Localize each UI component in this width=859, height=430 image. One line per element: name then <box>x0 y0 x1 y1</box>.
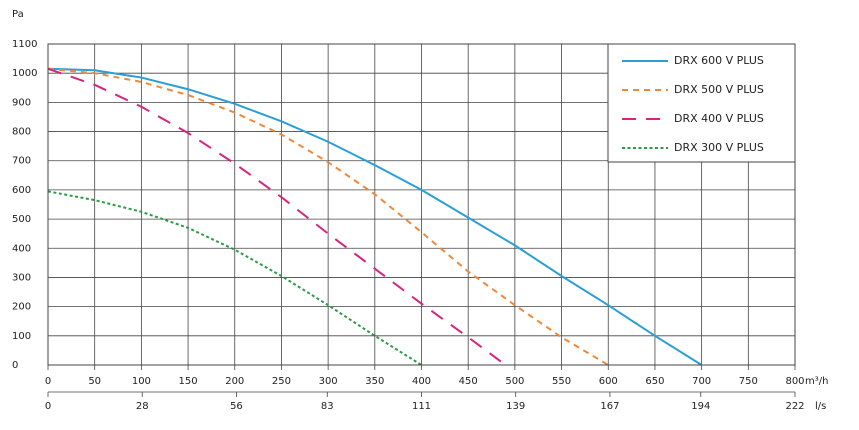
x-tick-label: 450 <box>459 376 478 387</box>
x2-axis-label: l/s <box>815 401 826 412</box>
x2-tick-label: 222 <box>785 401 804 412</box>
y-tick-label: 600 <box>12 185 31 196</box>
x2-tick-label: 28 <box>136 401 149 412</box>
x-tick-label: 400 <box>412 376 431 387</box>
series-line <box>47 67 609 366</box>
x-tick-label: 150 <box>179 376 198 387</box>
x2-tick-label: 194 <box>691 401 710 412</box>
y-tick-label: 0 <box>12 360 18 371</box>
x-tick-label: 100 <box>132 376 151 387</box>
x-tick-label: 250 <box>272 376 291 387</box>
x-tick-label: 600 <box>599 376 618 387</box>
x-tick-label: 550 <box>552 376 571 387</box>
legend-label: DRX 600 V PLUS <box>674 54 764 67</box>
series-line <box>47 190 423 366</box>
y-axis-label: Pa <box>12 9 24 20</box>
x-tick-label: 800 <box>785 376 804 387</box>
x2-tick-label: 83 <box>321 401 334 412</box>
plot-frame <box>47 43 796 366</box>
y-tick-label: 700 <box>12 156 31 167</box>
x2-tick-label: 0 <box>45 401 51 412</box>
x-tick-label: 700 <box>692 376 711 387</box>
legend-label: DRX 500 V PLUS <box>674 83 764 96</box>
y-tick-label: 400 <box>12 243 31 254</box>
legend-label: DRX 300 V PLUS <box>674 141 764 154</box>
legend-label: DRX 400 V PLUS <box>674 112 764 125</box>
y-tick-label: 100 <box>12 331 31 342</box>
x2-tick-label: 139 <box>506 401 525 412</box>
y-tick-label: 1100 <box>12 39 37 50</box>
y-tick-label: 900 <box>12 97 31 108</box>
x-tick-label: 200 <box>225 376 244 387</box>
x-tick-label: 50 <box>88 376 101 387</box>
legend-box <box>607 43 796 163</box>
series-line <box>47 67 507 366</box>
y-tick-label: 200 <box>12 302 31 313</box>
x-tick-label: 300 <box>319 376 338 387</box>
y-tick-label: 1000 <box>12 68 37 79</box>
x-tick-label: 500 <box>505 376 524 387</box>
x2-tick-label: 56 <box>230 401 243 412</box>
x-axis-label: m³/h <box>805 376 828 387</box>
y-tick-label: 300 <box>12 272 31 283</box>
x2-tick-label: 167 <box>600 401 619 412</box>
y-tick-label: 800 <box>12 127 31 138</box>
x-tick-label: 650 <box>645 376 664 387</box>
x-tick-label: 0 <box>45 376 51 387</box>
x-tick-label: 350 <box>365 376 384 387</box>
x2-tick-label: 111 <box>412 401 431 412</box>
series-line <box>47 67 703 366</box>
y-tick-label: 500 <box>12 214 31 225</box>
x-tick-label: 750 <box>739 376 758 387</box>
